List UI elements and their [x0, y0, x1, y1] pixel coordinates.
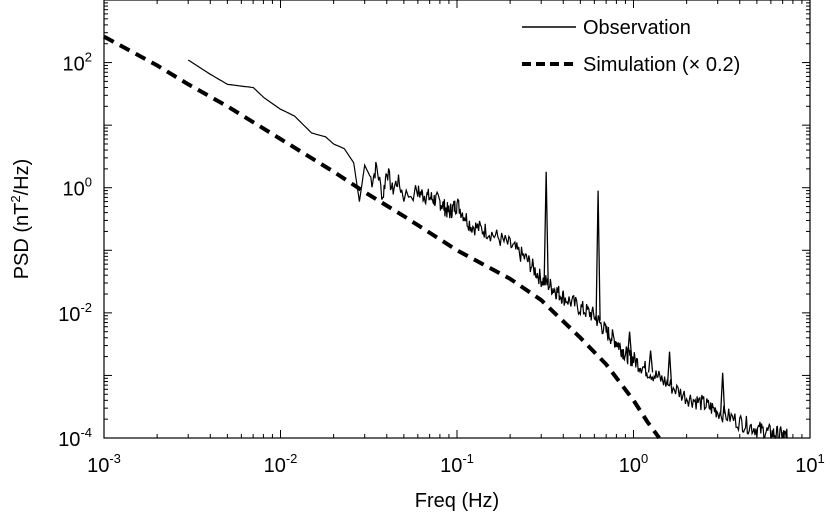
series-line-simulation	[103, 34, 661, 440]
y-axis-label-unit: /Hz)	[11, 159, 33, 196]
y-axis-label: PSD (nT2/Hz)	[8, 159, 33, 280]
x-tick-label: 10-2	[264, 451, 298, 477]
x-tick-base: 10	[619, 455, 641, 477]
x-tick-label: 10-1	[440, 451, 474, 477]
y-tick-base: 10	[63, 179, 85, 201]
observation-peak	[626, 331, 633, 357]
y-tick-base: 10	[58, 429, 80, 451]
y-tick-label: 100	[63, 175, 92, 201]
y-tick-exponent: -4	[80, 425, 92, 440]
x-tick-label: 100	[619, 451, 648, 477]
observation-peak	[595, 190, 601, 321]
series-lines	[103, 34, 788, 440]
x-axis-label: Freq (Hz)	[415, 490, 499, 512]
y-axis-label-main: PSD (nT	[11, 203, 33, 280]
x-tick-base: 10	[264, 455, 286, 477]
observation-peak	[647, 350, 654, 373]
x-tick-base: 10	[440, 455, 462, 477]
x-tick-exponent: -3	[109, 451, 121, 466]
legend-observation-label: Observation	[583, 17, 691, 39]
legend-simulation-label: Simulation (× 0.2)	[583, 54, 740, 76]
x-tick-exponent: 1	[818, 451, 825, 466]
x-tick-base: 10	[795, 455, 817, 477]
observation-peak	[666, 351, 673, 386]
observation-peak	[543, 171, 549, 283]
y-axis-label-exp: 2	[8, 195, 23, 202]
tick-marks	[103, 0, 810, 439]
legend: Observation Simulation (× 0.2)	[522, 17, 740, 76]
y-tick-label: 102	[63, 50, 92, 76]
y-tick-base: 10	[58, 304, 80, 326]
x-tick-label: 10-3	[87, 451, 121, 477]
y-tick-label: 10-2	[58, 300, 92, 326]
x-tick-exponent: -2	[286, 451, 298, 466]
observation-peak	[720, 372, 726, 414]
y-tick-base: 10	[63, 54, 85, 76]
y-tick-label: 10-4	[58, 425, 92, 451]
y-tick-exponent: 0	[85, 175, 92, 190]
x-tick-base: 10	[87, 455, 109, 477]
x-tick-label: 101	[795, 451, 824, 477]
x-tick-exponent: -1	[462, 451, 474, 466]
y-tick-exponent: -2	[80, 300, 92, 315]
y-tick-exponent: 2	[85, 50, 92, 65]
series-line-observation	[187, 59, 788, 440]
x-tick-exponent: 0	[641, 451, 648, 466]
